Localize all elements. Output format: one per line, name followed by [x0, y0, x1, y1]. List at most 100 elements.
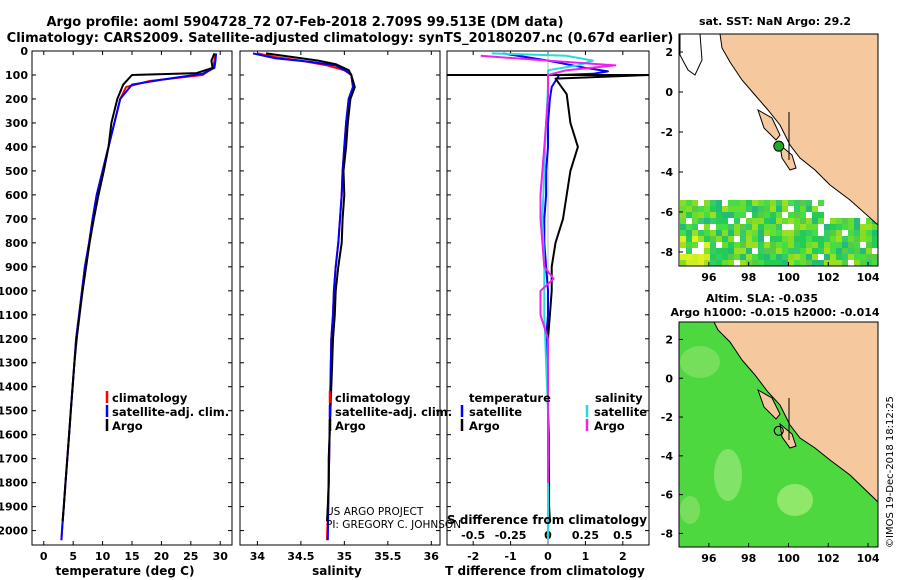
sst-cell	[806, 200, 812, 206]
sst-cell	[800, 212, 806, 218]
sst-cell	[716, 212, 722, 218]
sst-cell	[848, 230, 854, 236]
sst-cell	[686, 200, 692, 206]
sst-cell	[866, 230, 872, 236]
sst-cell	[782, 230, 788, 236]
sst-cell	[740, 242, 746, 248]
x-tick-label: 35	[337, 550, 352, 563]
island	[757, 388, 781, 420]
sst-cell	[728, 206, 734, 212]
sst-cell	[818, 212, 824, 218]
sst-cell	[704, 212, 710, 218]
sla-map	[679, 322, 878, 547]
x-tick-label: 20	[154, 550, 170, 563]
difference-series-t-satellite	[502, 52, 609, 541]
sst-cell	[788, 236, 794, 242]
legend-label-argo: Argo	[112, 419, 143, 433]
sst-cell	[740, 212, 746, 218]
sst-cell	[872, 242, 878, 248]
sst-cell	[680, 254, 686, 260]
map-y-tick-label: -6	[661, 206, 674, 219]
sst-cell	[830, 218, 836, 224]
sst-cell	[824, 242, 830, 248]
temperature-series-argo	[61, 53, 216, 522]
map-x-tick-label: 96	[701, 271, 717, 284]
sst-cell	[680, 242, 686, 248]
sst-cell	[812, 260, 818, 266]
sst-cell	[770, 248, 776, 254]
sst-cell	[758, 242, 764, 248]
sst-cell	[722, 206, 728, 212]
sst-cell	[686, 242, 692, 248]
difference-xlabel-top: S difference from climatology	[447, 513, 647, 527]
sst-cell	[698, 212, 704, 218]
sst-cell	[764, 200, 770, 206]
sst-cell	[800, 218, 806, 224]
sst-cell	[806, 260, 812, 266]
sst-cell	[800, 230, 806, 236]
difference-xlabel: T difference from climatology	[445, 564, 645, 578]
y-tick-label: 1100	[0, 309, 28, 322]
map-y-tick-label: -4	[661, 166, 674, 179]
sst-cell	[716, 218, 722, 224]
sst-cell	[842, 224, 848, 230]
sst-cell	[746, 206, 752, 212]
y-tick-label: 1900	[0, 501, 28, 514]
sla-anomaly	[680, 346, 720, 378]
sla-map-title1: Altim. SLA: -0.035	[706, 292, 818, 305]
x-tick-label: 15	[124, 550, 139, 563]
sst-cell	[824, 254, 830, 260]
sst-cell	[686, 230, 692, 236]
sst-cell	[680, 224, 686, 230]
sst-cell	[818, 236, 824, 242]
sst-cell	[752, 260, 758, 266]
profile-series	[60, 52, 649, 541]
legend-label-climatology: climatology	[335, 391, 411, 405]
sst-cell	[752, 254, 758, 260]
sst-cell	[824, 248, 830, 254]
sst-cell	[716, 224, 722, 230]
sst-cell	[704, 236, 710, 242]
land-coast-outline	[679, 34, 703, 76]
sst-cell	[866, 242, 872, 248]
sst-cell	[740, 206, 746, 212]
sst-cell	[752, 242, 758, 248]
sst-cell	[854, 248, 860, 254]
temperature-series-satellite	[60, 53, 218, 541]
sst-cell	[764, 248, 770, 254]
sst-cell	[746, 248, 752, 254]
x-tick-label: 34.5	[287, 550, 314, 563]
sst-cell	[770, 254, 776, 260]
sst-cell	[818, 260, 824, 266]
sumatra-land	[719, 34, 878, 226]
sst-cell	[800, 242, 806, 248]
sst-cell	[710, 230, 716, 236]
sst-cell	[704, 248, 710, 254]
sst-cell	[704, 254, 710, 260]
sst-cell	[860, 248, 866, 254]
y-tick-label: 2000	[0, 525, 28, 538]
sst-cell	[806, 242, 812, 248]
credit-line2: PI: GREGORY C. JOHNSON	[326, 519, 461, 531]
sst-cell	[704, 260, 710, 266]
sst-cell	[776, 236, 782, 242]
sst-cell	[728, 242, 734, 248]
map-y-tick-label: -2	[661, 411, 673, 424]
y-tick-label: 1400	[0, 381, 28, 394]
map-x-tick-label: 100	[777, 271, 800, 284]
sst-cell	[746, 254, 752, 260]
sst-cell	[758, 224, 764, 230]
sst-cell	[710, 206, 716, 212]
sst-cell	[794, 236, 800, 242]
sst-cell	[734, 242, 740, 248]
sst-cell	[854, 260, 860, 266]
sst-cell	[716, 260, 722, 266]
x-tick-label: -2	[467, 550, 479, 563]
sst-cell	[734, 200, 740, 206]
sst-cell	[848, 218, 854, 224]
sst-cell	[788, 260, 794, 266]
sst-cell	[710, 218, 716, 224]
temperature-legend: climatology satellite-adj. clim. Argo	[105, 391, 229, 433]
x-tick-label: 0	[40, 550, 48, 563]
sst-cell	[698, 206, 704, 212]
